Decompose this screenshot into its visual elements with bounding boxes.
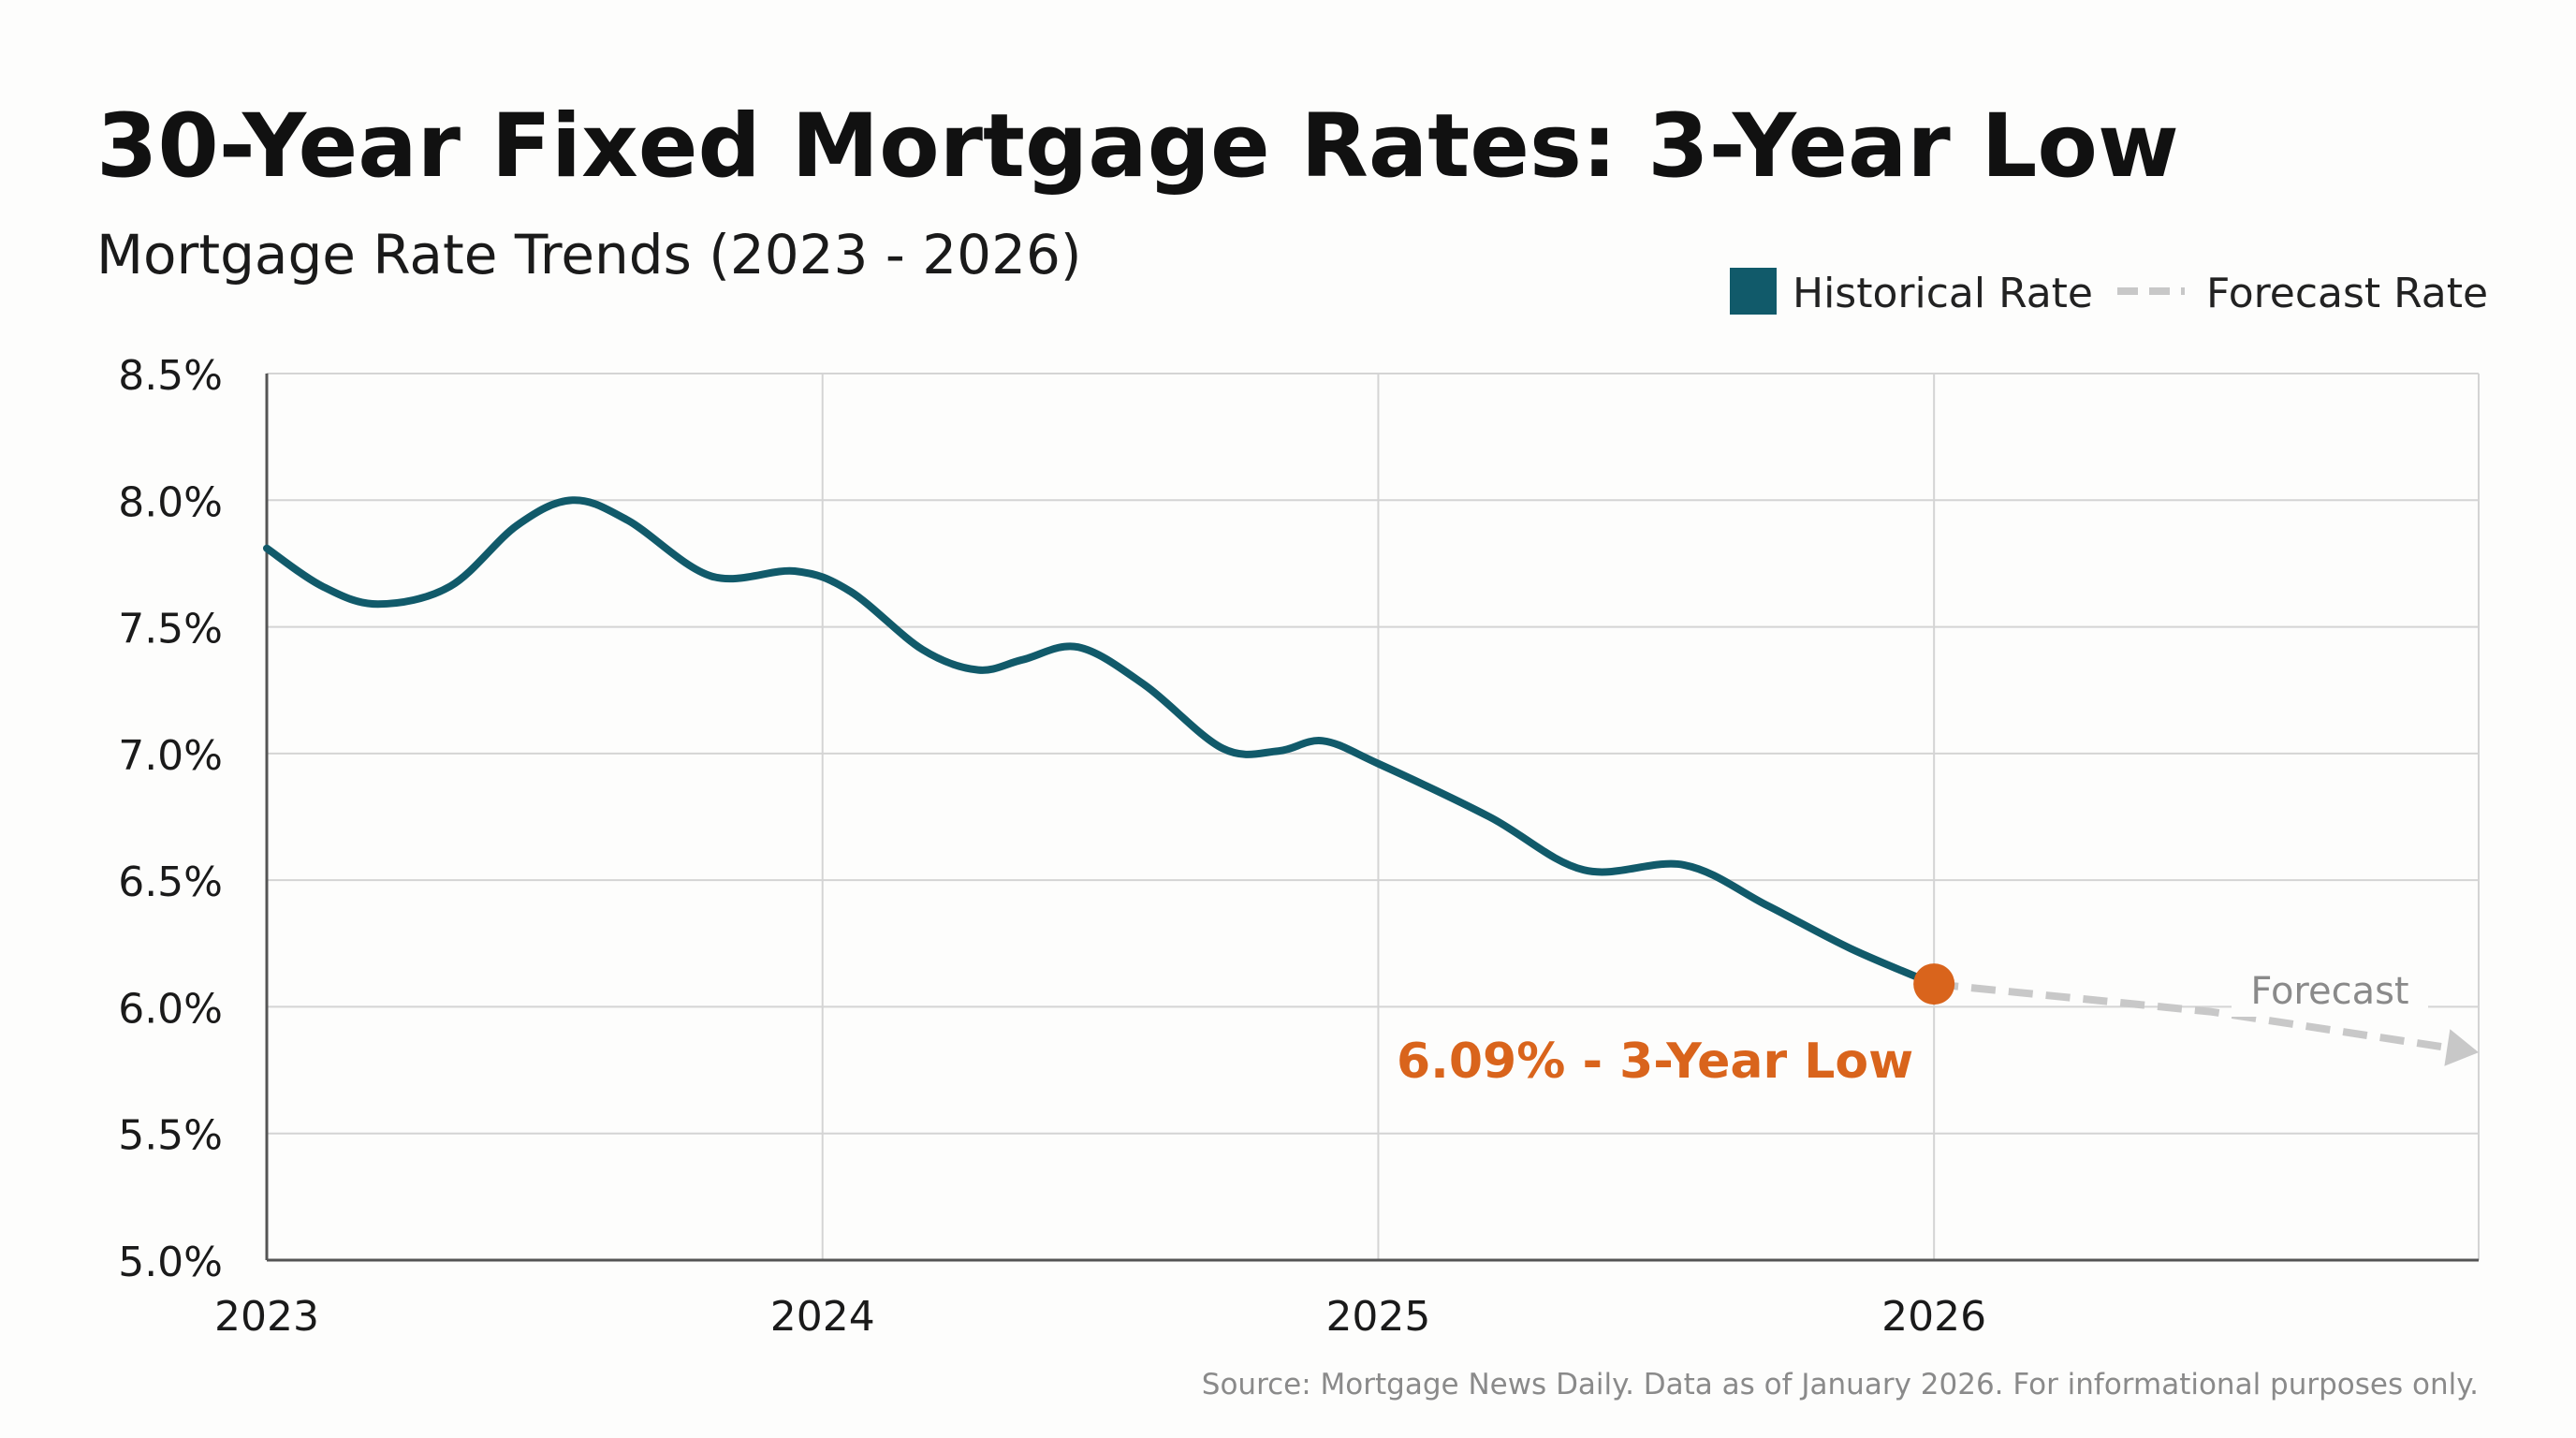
series-lines	[263, 496, 2479, 1066]
forecast-label-bg	[2232, 964, 2428, 1017]
source-note: Source: Mortgage News Daily. Data as of …	[1202, 1368, 2479, 1401]
legend: Historical Rate Forecast Rate	[1730, 268, 2488, 317]
x-tick-label: 2026	[1881, 1293, 1986, 1341]
x-tick-label: 2025	[1325, 1293, 1430, 1341]
forecast-rate-line	[1933, 980, 2449, 1051]
y-tick-label: 6.5%	[118, 858, 223, 906]
annotations: 6.09% - 3-Year Low Forecast	[1397, 964, 2428, 1090]
x-tick-label: 2024	[770, 1293, 875, 1341]
grid-lines	[267, 373, 2480, 1260]
legend-forecast-label: Forecast Rate	[2206, 270, 2488, 317]
forecast-label: Forecast	[2250, 970, 2408, 1013]
y-tick-label: 8.0%	[118, 478, 223, 526]
chart-subtitle: Mortgage Rate Trends (2023 - 2026)	[96, 223, 1082, 286]
low-point-label: 6.09% - 3-Year Low	[1397, 1034, 1913, 1090]
legend-historical-swatch	[1730, 268, 1777, 315]
axes	[265, 374, 2479, 1262]
forecast-arrowhead	[2444, 1029, 2479, 1066]
low-point-marker	[1913, 963, 1955, 1005]
y-tick-label: 5.5%	[118, 1112, 223, 1160]
legend-historical-label: Historical Rate	[1793, 270, 2093, 317]
chart-title: 30-Year Fixed Mortgage Rates: 3-Year Low	[96, 95, 2179, 198]
y-tick-label: 5.0%	[118, 1239, 223, 1286]
y-tick-label: 6.0%	[118, 985, 223, 1033]
y-tick-label: 8.5%	[118, 352, 223, 400]
x-tick-label: 2023	[214, 1293, 319, 1341]
historical-rate-line	[263, 496, 1939, 989]
y-tick-label: 7.0%	[118, 732, 223, 780]
tick-labels: 5.0% 5.5% 6.0% 6.5% 7.0% 7.5% 8.0% 8.5% 2023 2024…	[118, 352, 1986, 1341]
y-tick-label: 7.5%	[118, 606, 223, 653]
